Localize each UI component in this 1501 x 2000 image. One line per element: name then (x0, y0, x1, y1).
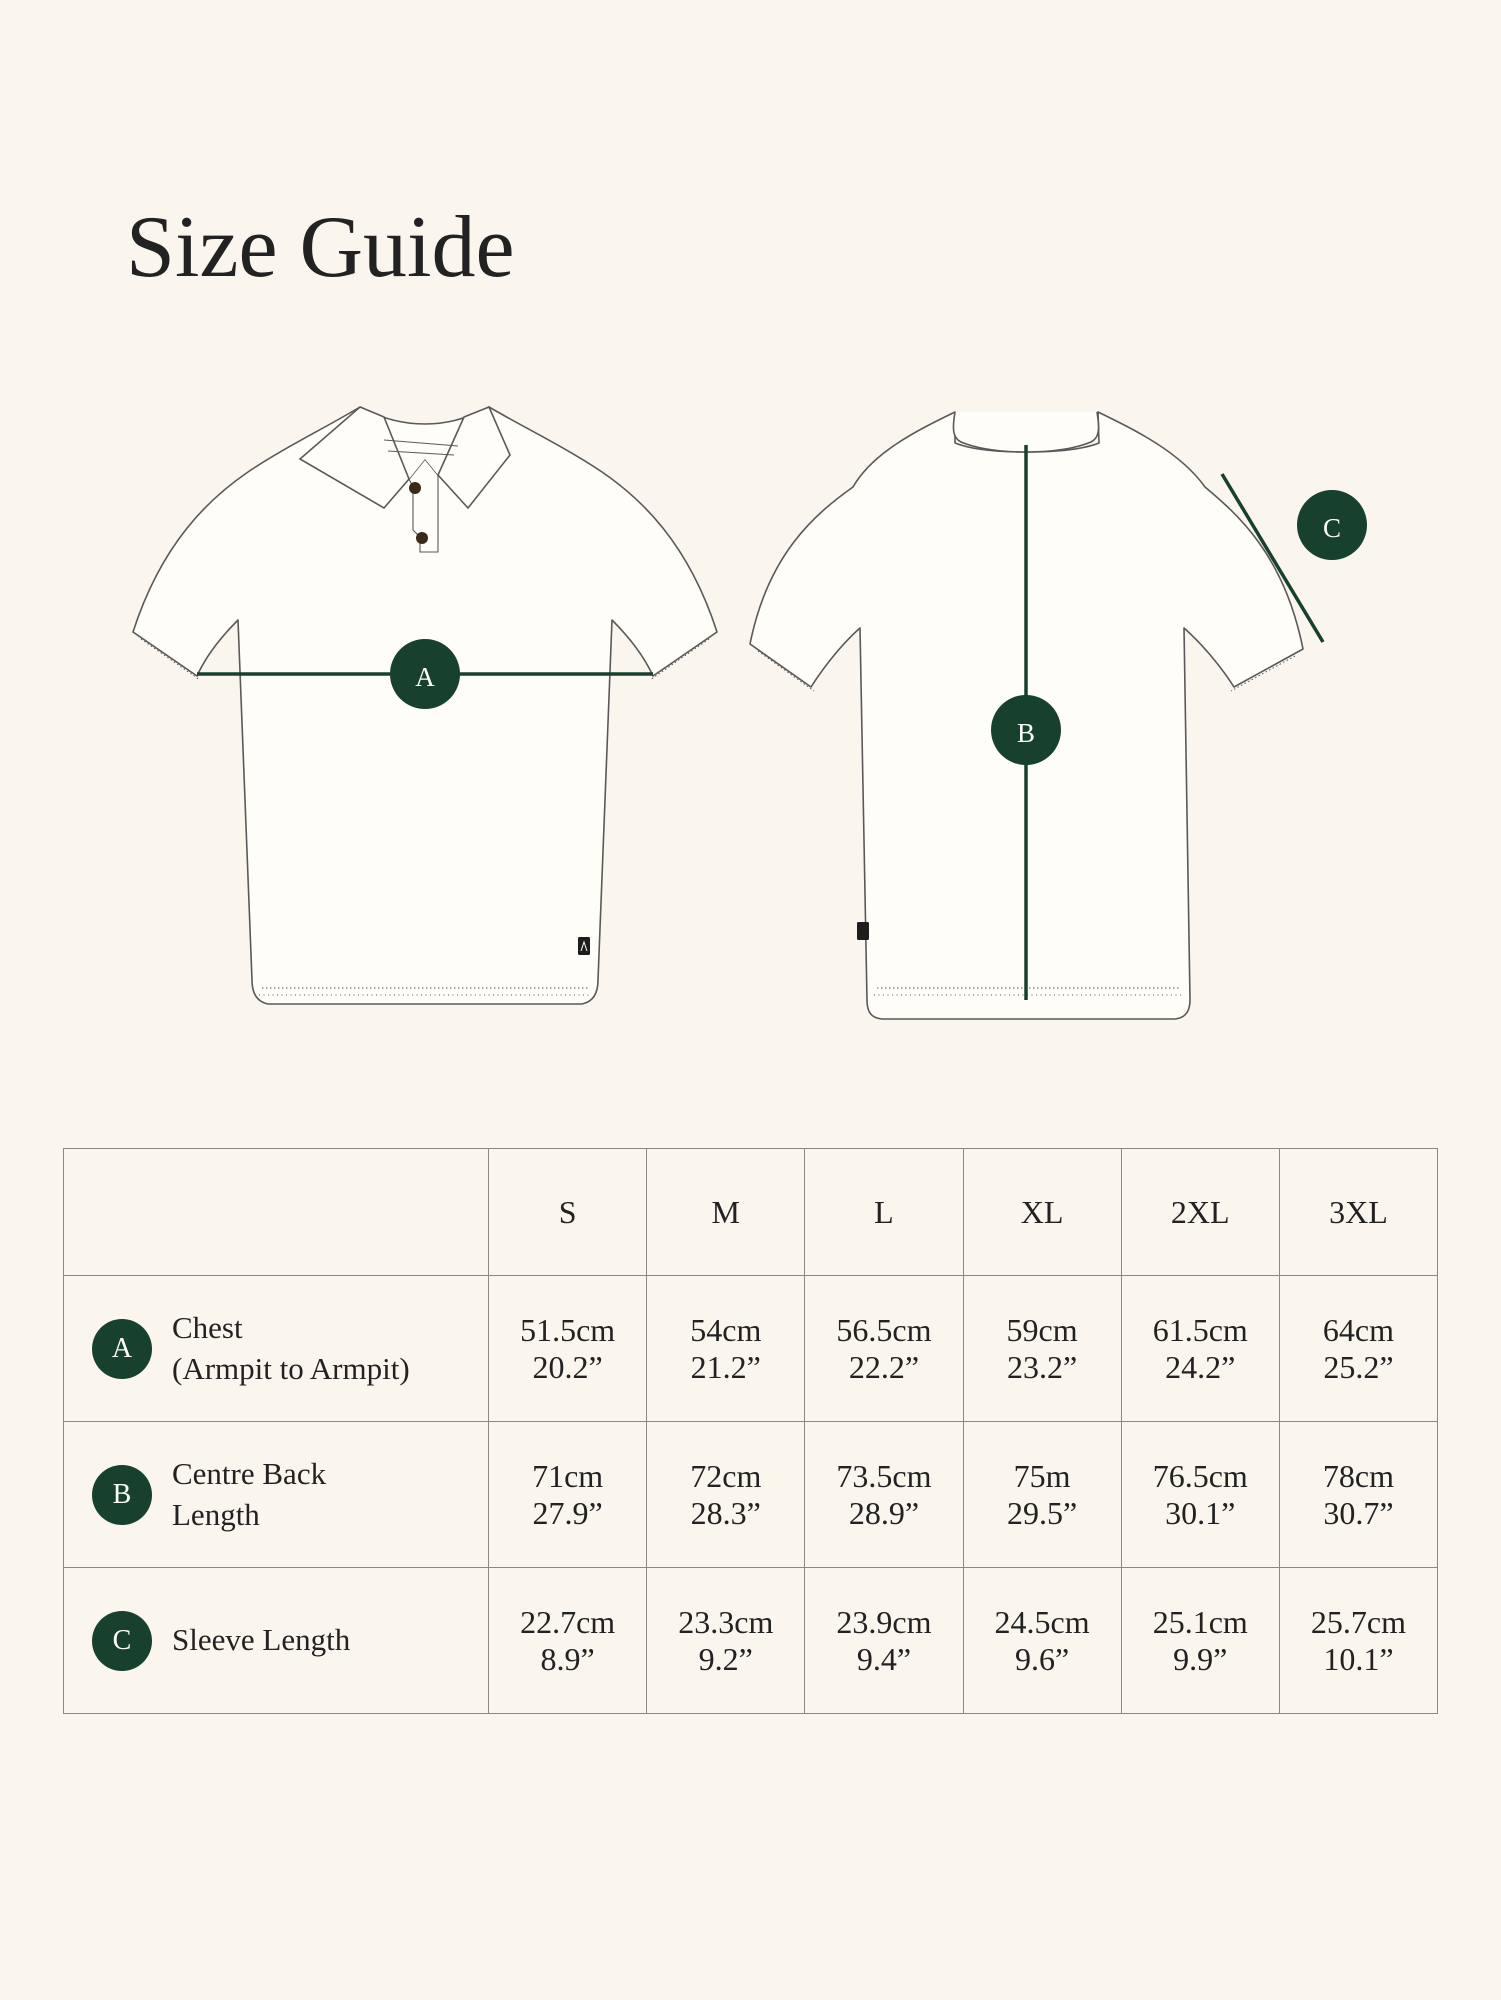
svg-text:A: A (415, 662, 435, 692)
svg-text:B: B (1017, 718, 1035, 748)
svg-text:C: C (1323, 513, 1341, 543)
